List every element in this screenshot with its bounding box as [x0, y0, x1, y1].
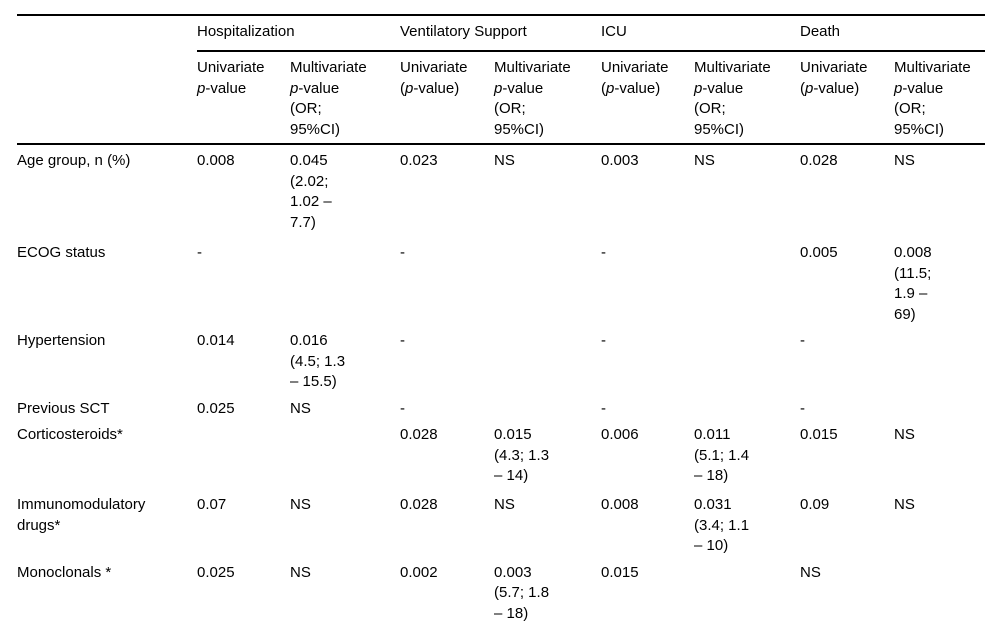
table-cell	[694, 393, 800, 420]
table-cell: NS	[694, 152, 715, 169]
table-row-corticosteroids: Corticosteroids* 0.028 0.015 (4.3; 1.3– 14)…	[17, 419, 985, 489]
table-cell: 0.008	[601, 496, 639, 513]
table-cell: NS	[800, 556, 894, 621]
table-cell: 0.016 (4.5; 1.3– 15.5)	[290, 332, 346, 390]
table-cell: 0.015 (4.3; 1.3– 14)	[494, 426, 550, 484]
table-cell: -	[601, 399, 606, 417]
table-cell: NS	[494, 152, 515, 169]
table-body: Age group, n (%) 0.008 0.045 (2.02; 1.02 –7.…	[17, 144, 985, 621]
table-cell	[197, 419, 290, 489]
table-cell: 0.045 (2.02; 1.02 –7.7)	[290, 152, 332, 231]
table-cell	[290, 419, 400, 489]
table-row-age-group-n: Age group, n (%) 0.008 0.045 (2.02; 1.02 –7.…	[17, 144, 985, 237]
table-cell: 0.008 (11.5; 1.9 –69)	[894, 244, 932, 323]
table-row-hypertension: Hypertension 0.014 0.016 (4.5; 1.3– 15.5) - -…	[17, 325, 985, 393]
table-cell: NS	[290, 556, 400, 621]
table-row-immunomodulatory-drugs: Immunomodulatory drugs* 0.07 NS 0.028 NS 0.00…	[17, 489, 985, 557]
table-cell: 0.014	[197, 332, 235, 349]
table-cell: 0.011 (5.1; 1.4– 18)	[694, 426, 750, 484]
table-cell: 0.008	[197, 152, 235, 169]
table-cell: 0.09	[800, 496, 830, 513]
table-cell: 0.028	[800, 152, 838, 169]
table-cell: 0.07	[197, 496, 227, 513]
subheader-row: Univariate p-value Multivariate p-value (OR;…	[17, 51, 985, 145]
table-cell: -	[197, 244, 202, 261]
table-cell	[494, 393, 601, 420]
subheader-3: Multivariate p-value (OR; 95%CI)	[494, 51, 601, 145]
statistics-table-wrap: Hospitalization Ventilatory Support ICU Dea…	[17, 14, 985, 621]
table-cell: 0.015	[601, 556, 694, 621]
table-cell: 0.002	[400, 556, 494, 621]
row-label: Hypertension	[17, 332, 106, 349]
table-cell: 0.025	[197, 556, 290, 621]
column-group-hospitalization: Hospitalization	[197, 15, 400, 52]
group-header-row: Hospitalization Ventilatory Support ICU Dea…	[17, 15, 985, 52]
table-cell: 0.005	[800, 244, 838, 261]
table-cell: -	[400, 332, 405, 349]
table-cell: 0.003 (5.7; 1.8– 18)	[494, 556, 601, 621]
row-label: Corticosteroids*	[17, 426, 123, 443]
subheader-1: Multivariate p-value (OR; 95%CI)	[290, 51, 400, 145]
table-cell: 0.015	[800, 426, 838, 443]
table-cell	[694, 556, 800, 621]
table-head: Hospitalization Ventilatory Support ICU Dea…	[17, 15, 985, 145]
table-row-ecog-status: ECOG status - - - 0.005 0.008 (11.5; 1.9 –69)	[17, 237, 985, 325]
subheader-2: Univariate (p-value)	[400, 51, 494, 145]
column-group-ventilatory-support: Ventilatory Support	[400, 15, 601, 52]
table-cell: NS	[494, 496, 515, 513]
table-cell: -	[400, 399, 405, 417]
table-cell: NS	[894, 152, 915, 169]
row-label: ECOG status	[17, 244, 106, 261]
subheader-5: Multivariate p-value (OR; 95%CI)	[694, 51, 800, 145]
table-cell: 0.006	[601, 426, 639, 443]
table-cell: NS	[290, 399, 311, 417]
subheader-0: Univariate p-value	[197, 51, 290, 145]
table-cell: 0.028	[400, 426, 438, 443]
table-cell	[290, 237, 400, 325]
table-row-monoclonals: Monoclonals * 0.025 NS 0.002 0.003 (5.7; 1.8–…	[17, 556, 985, 621]
row-label: Age group, n (%)	[17, 152, 131, 169]
row-label: Immunomodulatory drugs*	[17, 496, 146, 534]
table-cell: -	[601, 244, 606, 261]
table-cell: NS	[894, 426, 915, 443]
corner-cell	[17, 15, 197, 51]
subheader-6: Univariate (p-value)	[800, 51, 894, 145]
table-cell: -	[400, 244, 405, 261]
table-cell	[694, 237, 800, 325]
table-cell: NS	[894, 496, 915, 513]
table-cell: -	[800, 399, 805, 417]
table-cell: -	[800, 332, 805, 349]
table-cell: -	[601, 332, 606, 349]
table-cell	[694, 325, 800, 393]
table-row-previous-sct: Previous SCT 0.025 NS - - -	[17, 393, 985, 420]
subheader-4: Univariate (p-value)	[601, 51, 694, 145]
statistics-table: Hospitalization Ventilatory Support ICU Dea…	[17, 14, 985, 621]
table-cell	[494, 237, 601, 325]
table-cell	[494, 325, 601, 393]
row-label: Previous SCT	[17, 399, 110, 417]
table-cell: 0.031 (3.4; 1.1– 10)	[694, 496, 750, 554]
column-group-death: Death	[800, 15, 985, 52]
table-cell	[894, 325, 985, 393]
column-group-icu: ICU	[601, 15, 800, 52]
table-cell: NS	[290, 496, 311, 513]
corner-subheader-cell	[17, 51, 197, 145]
subheader-7: Multivariate p-value (OR; 95%CI)	[894, 51, 985, 145]
table-cell: 0.028	[400, 496, 438, 513]
table-cell	[894, 393, 985, 420]
table-cell: 0.023	[400, 152, 438, 169]
table-cell: 0.003	[601, 152, 639, 169]
table-cell: 0.025	[197, 399, 235, 417]
table-cell	[894, 556, 985, 621]
row-label: Monoclonals *	[17, 556, 197, 621]
